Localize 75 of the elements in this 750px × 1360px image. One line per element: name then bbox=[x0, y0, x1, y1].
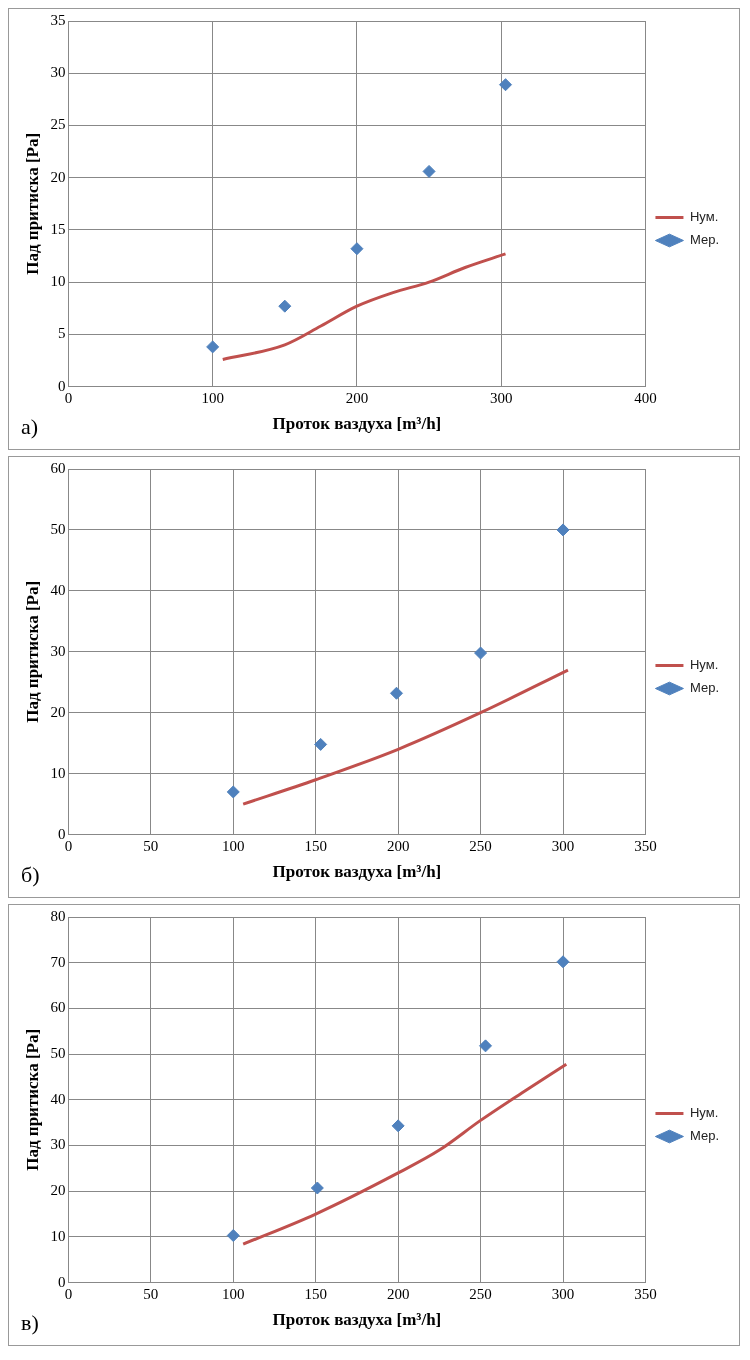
y-tick-label: 25 bbox=[50, 116, 66, 133]
x-tick-label: 300 bbox=[551, 837, 575, 854]
legend-label: Мер. bbox=[689, 680, 719, 696]
y-tick-label: 60 bbox=[50, 999, 66, 1016]
x-tick-label: 150 bbox=[304, 837, 327, 854]
point bbox=[350, 242, 364, 256]
line-series bbox=[241, 668, 570, 806]
point bbox=[556, 955, 570, 969]
y-tick-label: 30 bbox=[50, 642, 66, 659]
point bbox=[479, 1039, 493, 1053]
y-tick-label: 10 bbox=[50, 1227, 66, 1244]
y-tick-label: 30 bbox=[50, 1136, 66, 1153]
legend-label: Мер. bbox=[689, 232, 719, 248]
y-tick-label: 40 bbox=[50, 581, 66, 598]
x-tick-label: 200 bbox=[345, 389, 369, 406]
y-tick-label: 70 bbox=[50, 953, 66, 970]
y-tick-label: 10 bbox=[50, 273, 66, 290]
x-tick-label: 250 bbox=[469, 837, 492, 854]
point bbox=[556, 523, 570, 537]
x-tick-label: 100 bbox=[222, 837, 245, 854]
y-tick-label: 60 bbox=[50, 459, 66, 476]
point bbox=[226, 785, 240, 799]
x-tick-label: 300 bbox=[551, 1285, 575, 1302]
x-tick-label: 350 bbox=[634, 1285, 657, 1302]
point bbox=[310, 1181, 324, 1195]
point bbox=[474, 646, 488, 660]
point bbox=[391, 1119, 405, 1133]
y-tick-label: 80 bbox=[50, 907, 66, 924]
x-axis-title: Проток ваздуха [m³/h] bbox=[272, 414, 442, 434]
y-tick-label: 0 bbox=[57, 825, 66, 842]
point bbox=[206, 340, 220, 354]
point bbox=[390, 686, 403, 700]
y-tick-label: 50 bbox=[50, 520, 66, 537]
y-axis-title: Пад притиска [Pa] bbox=[22, 580, 42, 723]
line-series bbox=[221, 252, 508, 361]
text: б) bbox=[21, 861, 40, 887]
y-tick-label: 0 bbox=[57, 1273, 66, 1290]
x-axis-title: Проток ваздуха [m³/h] bbox=[272, 862, 442, 882]
x-tick-label: 100 bbox=[201, 389, 224, 406]
y-tick-label: 20 bbox=[50, 1182, 66, 1199]
y-tick-label: 0 bbox=[57, 377, 66, 394]
point bbox=[422, 164, 436, 178]
x-tick-label: 150 bbox=[304, 1285, 327, 1302]
x-axis-title: Проток ваздуха [m³/h] bbox=[272, 1310, 442, 1330]
y-axis-title: Пад притиска [Pa] bbox=[22, 1028, 42, 1171]
legend-label: Нум. bbox=[689, 209, 719, 225]
y-tick-label: 20 bbox=[50, 703, 66, 720]
y-tick-label: 10 bbox=[50, 764, 66, 781]
x-tick-label: 200 bbox=[386, 837, 410, 854]
y-tick-label: 15 bbox=[50, 220, 66, 237]
legend-label: Мер. bbox=[689, 1128, 719, 1144]
y-tick-label: 35 bbox=[50, 11, 66, 28]
point bbox=[499, 78, 513, 92]
x-tick-label: 100 bbox=[222, 1285, 245, 1302]
point bbox=[314, 737, 328, 751]
x-tick-label: 200 bbox=[386, 1285, 410, 1302]
point bbox=[226, 1229, 240, 1243]
text: а) bbox=[21, 413, 39, 439]
legend-label: Нум. bbox=[689, 1105, 719, 1121]
x-tick-label: 50 bbox=[143, 1285, 159, 1302]
text: в) bbox=[21, 1309, 39, 1335]
x-tick-label: 400 bbox=[634, 389, 657, 406]
y-tick-label: 5 bbox=[57, 325, 66, 342]
legend-label: Нум. bbox=[689, 657, 719, 673]
y-tick-label: 40 bbox=[50, 1090, 66, 1107]
line-series bbox=[241, 1062, 568, 1246]
y-axis-title: Пад притиска [Pa] bbox=[22, 132, 42, 275]
point bbox=[278, 299, 292, 313]
x-tick-label: 350 bbox=[634, 837, 657, 854]
y-tick-label: 20 bbox=[50, 168, 66, 185]
x-tick-label: 250 bbox=[469, 1285, 492, 1302]
y-tick-label: 50 bbox=[50, 1045, 66, 1062]
y-tick-label: 30 bbox=[50, 64, 66, 81]
x-tick-label: 50 bbox=[143, 837, 159, 854]
x-tick-label: 300 bbox=[489, 389, 513, 406]
